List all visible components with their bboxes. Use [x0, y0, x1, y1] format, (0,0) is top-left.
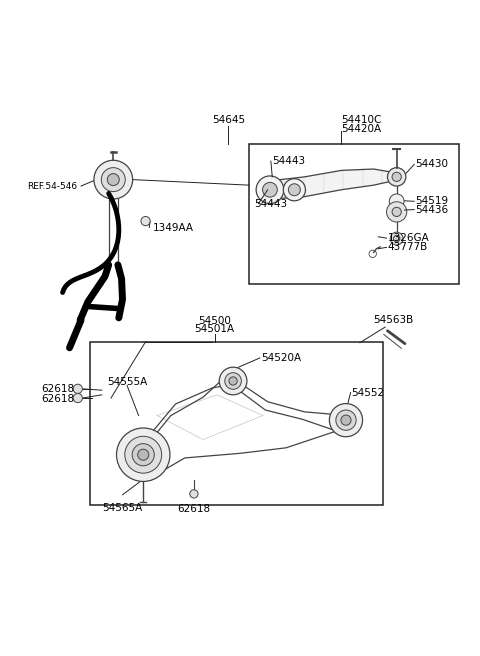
Text: REF.54-546: REF.54-546	[27, 182, 77, 191]
Circle shape	[263, 182, 277, 197]
Circle shape	[341, 415, 351, 425]
Text: 54410C: 54410C	[341, 115, 382, 125]
Circle shape	[138, 449, 149, 461]
Circle shape	[288, 184, 300, 195]
Text: 54501A: 54501A	[194, 324, 235, 334]
Text: 54420A: 54420A	[341, 124, 382, 134]
Circle shape	[387, 168, 406, 186]
Text: 62618: 62618	[41, 394, 74, 404]
Text: 62618: 62618	[177, 504, 211, 514]
Circle shape	[94, 160, 132, 199]
Circle shape	[190, 490, 198, 498]
Circle shape	[336, 410, 356, 430]
Text: 54520A: 54520A	[261, 353, 301, 363]
Circle shape	[101, 168, 125, 192]
Circle shape	[132, 443, 154, 466]
Circle shape	[386, 202, 407, 222]
Text: 54563B: 54563B	[373, 316, 414, 325]
Circle shape	[390, 232, 403, 245]
Circle shape	[141, 216, 150, 226]
Text: 54430: 54430	[415, 159, 448, 169]
Circle shape	[125, 436, 162, 473]
Circle shape	[108, 174, 119, 186]
Text: 54443: 54443	[254, 199, 287, 209]
Circle shape	[329, 403, 362, 437]
Circle shape	[283, 178, 305, 201]
Circle shape	[392, 207, 401, 216]
Text: 54519: 54519	[415, 196, 448, 206]
Text: 43777B: 43777B	[387, 242, 428, 253]
Circle shape	[256, 176, 284, 203]
Circle shape	[73, 384, 83, 394]
Text: 54552: 54552	[351, 388, 384, 398]
Text: 54645: 54645	[212, 115, 245, 125]
Circle shape	[73, 394, 83, 403]
Circle shape	[389, 194, 404, 209]
Text: 54500: 54500	[198, 316, 231, 326]
Circle shape	[392, 173, 401, 182]
Bar	[90, 342, 383, 505]
Bar	[249, 144, 459, 284]
Text: 1349AA: 1349AA	[153, 222, 193, 232]
Circle shape	[225, 373, 241, 389]
Circle shape	[117, 428, 170, 482]
Circle shape	[394, 236, 400, 242]
Text: 54555A: 54555A	[107, 377, 147, 386]
Text: 54436: 54436	[415, 205, 448, 215]
Circle shape	[229, 377, 237, 385]
Polygon shape	[272, 169, 395, 199]
Circle shape	[219, 367, 247, 395]
Text: 1326GA: 1326GA	[387, 233, 429, 243]
Text: 54443: 54443	[272, 156, 305, 166]
Text: 62618: 62618	[41, 384, 74, 394]
Text: 54565A: 54565A	[102, 503, 143, 513]
